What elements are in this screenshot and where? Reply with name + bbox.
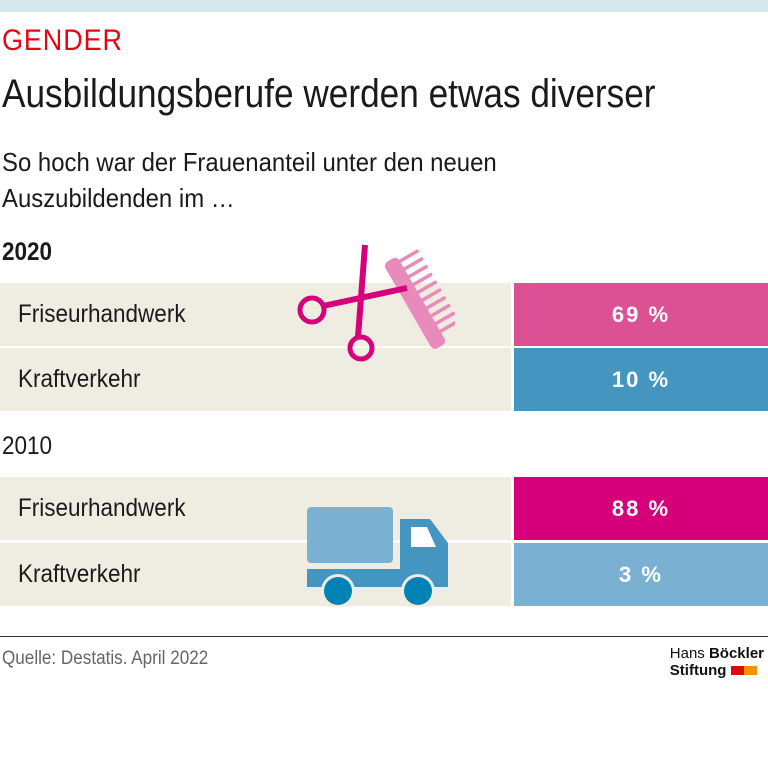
value-cell: 10 %	[514, 348, 768, 411]
logo-text: Böckler	[708, 645, 764, 662]
year-label: 2020	[2, 238, 53, 266]
logo-text: Stiftung	[669, 662, 727, 679]
logo: Hans Böckler Stiftung	[670, 645, 764, 679]
value-cell: 88 %	[514, 477, 768, 540]
row-label: Friseurhandwerk	[18, 494, 186, 522]
divider	[0, 636, 768, 637]
row-label: Friseurhandwerk	[18, 300, 186, 328]
truck-icon	[307, 507, 448, 607]
top-bar	[0, 0, 768, 12]
chart-subtitle: So hoch war der Frauenanteil unter den n…	[2, 147, 497, 213]
comb-icon	[384, 249, 455, 349]
kicker: GENDER	[2, 24, 123, 57]
value-cell: 3 %	[514, 543, 768, 606]
source-note: Quelle: Destatis. April 2022	[2, 648, 209, 669]
chart-title: Ausbildungsberufe werden etwas diverser	[2, 72, 656, 116]
table-row: Kraftverkehr 10 %	[0, 348, 768, 411]
year-label: 2010	[2, 432, 53, 460]
value-cell: 69 %	[514, 283, 768, 346]
row-label: Kraftverkehr	[18, 560, 141, 588]
logo-text: Hans	[669, 645, 709, 662]
row-label: Kraftverkehr	[18, 365, 141, 393]
scissors-icon	[297, 244, 408, 362]
scissors-comb-icon	[297, 244, 455, 362]
